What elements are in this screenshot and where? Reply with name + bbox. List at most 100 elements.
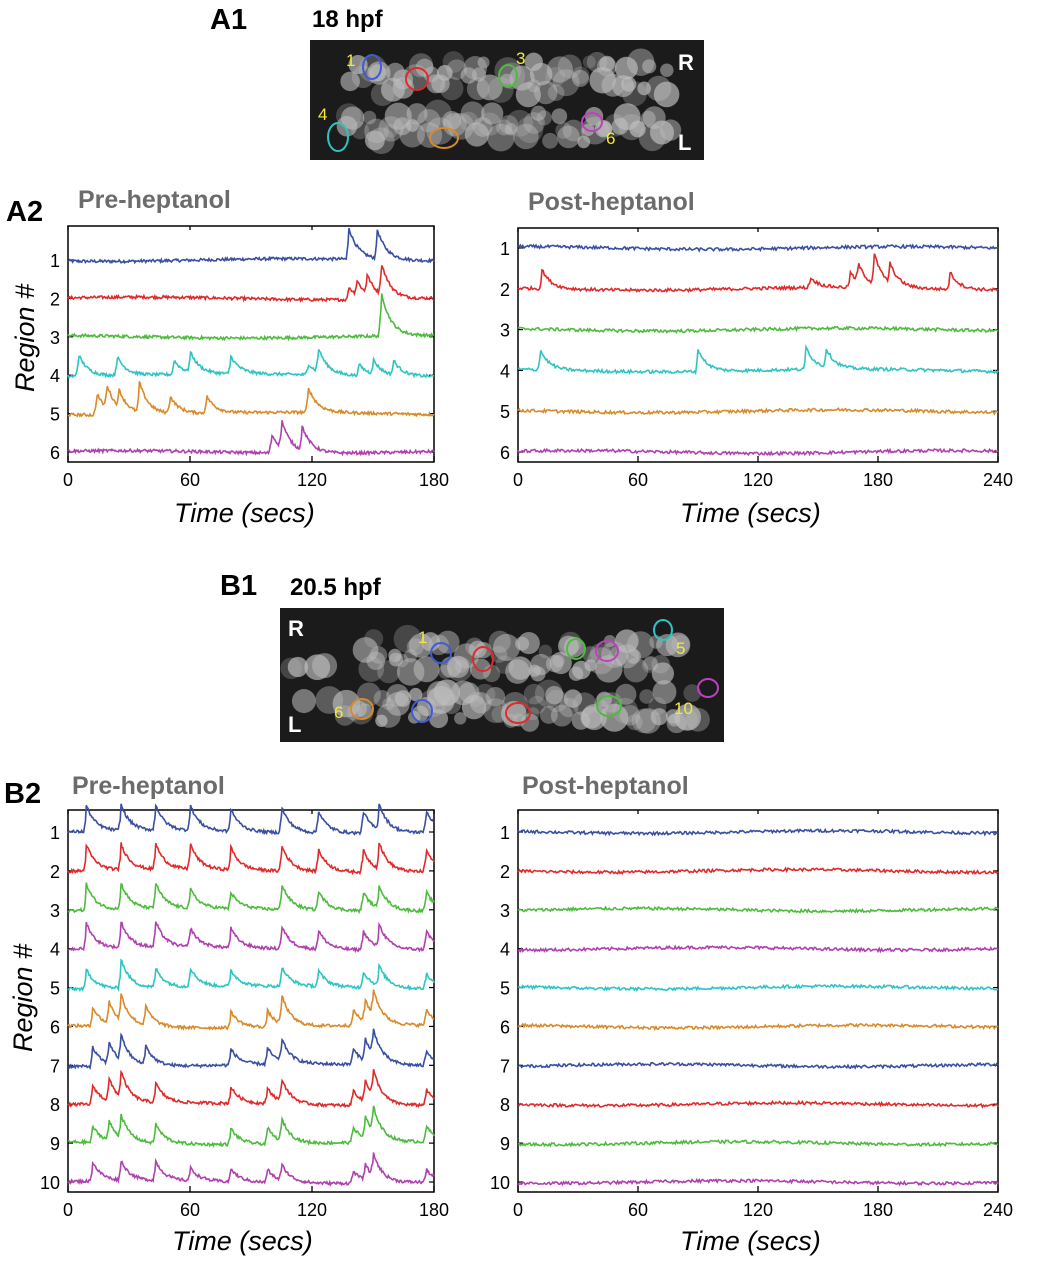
roi-label: 1 [418,628,427,647]
a2-post-title: Post-heptanol [528,188,695,216]
panel-label-a2: A2 [6,196,44,228]
micrograph-a1-svg: 1 3 4 6 R L [318,48,694,155]
cell-blob [542,132,558,149]
b2-pre-x-axis-label: Time (secs) [172,1226,313,1256]
panel-label-b2: B2 [4,778,42,810]
trace-region-5 [67,958,435,993]
trace-region-10 [67,1152,435,1187]
cell-blob [572,66,590,84]
cell-blob [499,115,519,135]
cell-blob [600,703,629,732]
roi-label: 6 [606,129,615,148]
trace-region-6 [67,420,435,457]
cell-blob [626,714,643,731]
cell-blob [584,107,604,126]
cell-blob [545,67,566,87]
cell-blob [631,708,657,734]
x-tick-label: 120 [743,470,773,490]
trace-region-8 [517,1099,999,1109]
cell-blob [639,689,654,704]
cell-blob [614,56,638,80]
b2-post-x-axis-label: Time (secs) [680,1226,821,1256]
x-tick-label: 180 [863,1200,893,1220]
trace-region-7 [67,1028,435,1071]
roi-label: 3 [516,49,525,68]
cell-blob [629,120,646,138]
cell-blob [364,118,389,144]
cell-blob [660,63,674,77]
stage-label-b1: 20.5 hpf [290,574,381,601]
cell-blob [619,705,641,726]
cell-blob [469,692,492,714]
x-tick-label: 120 [743,1200,773,1220]
micrograph-b1-svg: 1 5 6 10 R L [280,616,719,737]
cell-blob [388,652,403,667]
cell-blob [584,659,597,672]
trace-region-9 [517,1139,999,1148]
cell-blob [464,122,489,147]
roi-circle [566,638,586,660]
roi-circle [350,698,374,720]
cell-blob [623,657,649,683]
trace-region-10 [517,1177,999,1187]
a2-pre-x-axis-label: Time (secs) [174,498,315,528]
y-tick-label: 1 [50,251,60,271]
y-tick-label: 3 [50,901,60,921]
y-tick-label: 10 [40,1173,60,1193]
roi-circle [498,64,518,88]
trace-region-8 [67,1069,435,1109]
cell-blob [493,633,521,661]
x-tick-label: 60 [628,1200,648,1220]
trace-region-7 [517,1061,999,1070]
cell-blob [599,55,615,72]
roi-circle [430,642,452,664]
x-tick-label: 0 [513,1200,523,1220]
cell-blob [686,707,710,732]
plot-frame [67,809,435,1193]
x-tick-label: 0 [63,1200,73,1220]
cell-blob [366,651,386,671]
cell-blob [530,105,547,121]
cell-blob [356,682,381,707]
y-tick-label: 5 [500,402,510,422]
roi-circle [362,54,382,80]
x-tick-label: 60 [180,470,200,490]
roi-circle [472,646,494,672]
cell-blob [527,695,547,715]
cell-blob [652,680,677,705]
a1-side-bottom: L [678,130,691,155]
cell-blob [485,686,506,707]
trace-region-1 [517,827,999,837]
micrograph-a1: 1 3 4 6 R L [310,40,704,160]
cell-blob [642,59,657,74]
plot-frame [517,809,999,1193]
cell-blob [612,697,639,724]
cell-blob [555,122,572,139]
cell-blob [496,119,513,136]
cell-blob [582,646,599,663]
x-tick-label: 180 [419,1200,449,1220]
trace-region-4 [67,921,435,954]
trace-region-4 [518,944,999,954]
cell-blob [557,125,580,149]
cell-blob [671,634,690,653]
cell-blob [536,110,552,126]
trace-region-2 [517,866,999,876]
roi-circle [405,67,429,91]
cell-blob [649,120,675,145]
cell-blob [595,655,623,683]
cell-blob [375,714,388,727]
cell-blob [675,707,698,731]
cell-blob [477,56,490,69]
roi-circle [505,702,531,724]
x-tick-label: 0 [513,470,523,490]
trace-region-1 [67,803,435,836]
a2-pre-title: Pre-heptanol [78,186,231,214]
cell-blob [557,54,582,79]
cell-blob [550,704,573,727]
cell-blob [650,708,668,726]
y-tick-label: 8 [500,1095,510,1115]
cell-blob [408,687,423,702]
